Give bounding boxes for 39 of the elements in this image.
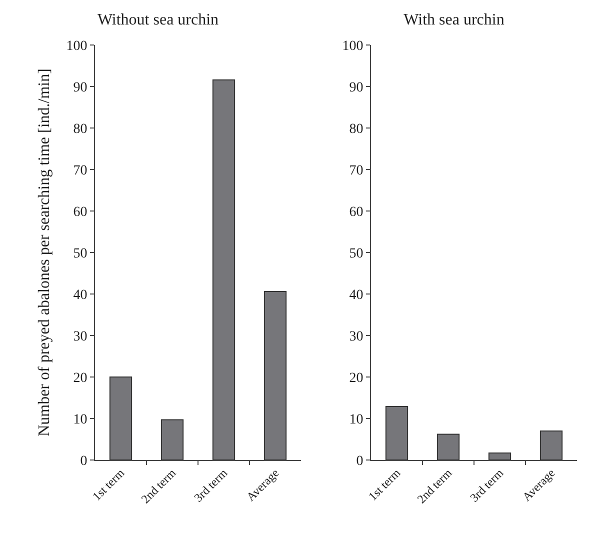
y-tick-label: 70: [349, 163, 364, 178]
bar: [264, 291, 287, 460]
y-tick-label: 30: [73, 329, 88, 344]
y-tick-label: 50: [73, 246, 88, 262]
y-tick-label: 40: [73, 288, 88, 303]
x-tick-label: 1st term: [366, 465, 404, 504]
y-axis-title: Number of preyed abalones per searching time [ind./min]: [36, 68, 54, 436]
y-tick-label: 80: [73, 122, 88, 137]
y-tick-label: 90: [73, 80, 88, 96]
chart-title: Without sea urchin: [97, 12, 219, 29]
y-tick-label: 10: [349, 412, 364, 428]
x-tick-label: 1st term: [90, 465, 128, 504]
y-tick-label: 100: [66, 38, 88, 54]
x-tick-label: 2nd term: [138, 465, 180, 506]
bar: [436, 434, 460, 460]
y-tick-label: 80: [349, 122, 364, 137]
x-tick-label: 3rd term: [467, 465, 507, 505]
y-tick-label: 20: [73, 370, 88, 386]
bar: [212, 79, 236, 460]
x-tick-label: 2nd term: [414, 465, 456, 506]
y-tick-label: 60: [73, 204, 88, 220]
y-tick-label: 10: [73, 412, 88, 428]
bar: [540, 430, 563, 460]
y-tick-label: 60: [349, 204, 364, 220]
y-tick-label: 50: [349, 246, 364, 262]
y-tick-label: 0: [356, 454, 364, 469]
y-tick-label: 100: [342, 38, 364, 54]
y-tick-label: 70: [73, 163, 88, 178]
y-tick-label: 0: [80, 454, 88, 469]
y-tick-label: 20: [349, 370, 364, 386]
bar: [160, 419, 184, 460]
bar: [385, 406, 408, 460]
bar: [109, 376, 132, 460]
y-tick-label: 30: [349, 329, 364, 344]
y-tick-label: 90: [349, 80, 364, 96]
y-tick-label: 40: [349, 288, 364, 303]
x-tick-label: 3rd term: [191, 465, 231, 505]
bar: [488, 452, 512, 460]
chart-title: With sea urchin: [404, 12, 504, 29]
